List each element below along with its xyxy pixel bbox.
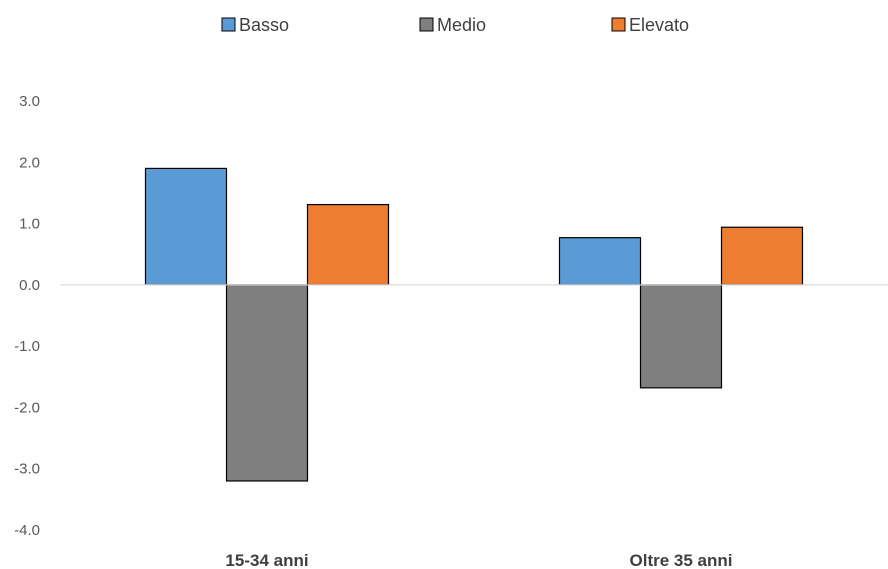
y-tick-label: -1.0 bbox=[14, 338, 40, 355]
legend-swatch-elevato bbox=[611, 17, 626, 32]
y-tick-label: 1.0 bbox=[19, 216, 40, 233]
y-tick-label: 3.0 bbox=[19, 93, 40, 110]
bar-elevato-15-34-anni bbox=[306, 203, 390, 286]
y-tick-label: 0.0 bbox=[19, 277, 40, 294]
bar-medio-oltre-35-anni bbox=[639, 284, 723, 389]
legend: Basso Medio Elevato bbox=[221, 15, 689, 35]
legend-label-basso: Basso bbox=[239, 15, 289, 35]
bar-medio-15-34-anni bbox=[225, 284, 309, 482]
legend-swatch-basso bbox=[221, 17, 236, 32]
bar-elevato-oltre-35-anni bbox=[720, 226, 804, 286]
x-tick-label: 15-34 anni bbox=[225, 551, 308, 569]
y-tick-label: 2.0 bbox=[19, 154, 40, 171]
bars bbox=[144, 167, 804, 482]
y-tick-label: -4.0 bbox=[14, 522, 40, 539]
x-axis: 15-34 anni Oltre 35 anni bbox=[225, 551, 732, 569]
y-tick-label: -2.0 bbox=[14, 399, 40, 416]
legend-label-medio: Medio bbox=[437, 15, 486, 35]
x-tick-label: Oltre 35 anni bbox=[630, 551, 733, 569]
bar-basso-oltre-35-anni bbox=[558, 237, 642, 286]
legend-swatch-medio bbox=[419, 17, 434, 32]
y-tick-label: -3.0 bbox=[14, 461, 40, 478]
bar-basso-15-34-anni bbox=[144, 167, 228, 286]
legend-label-elevato: Elevato bbox=[629, 15, 689, 35]
y-axis: 3.0 2.0 1.0 0.0 -1.0 -2.0 -3.0 -4.0 bbox=[14, 93, 40, 539]
